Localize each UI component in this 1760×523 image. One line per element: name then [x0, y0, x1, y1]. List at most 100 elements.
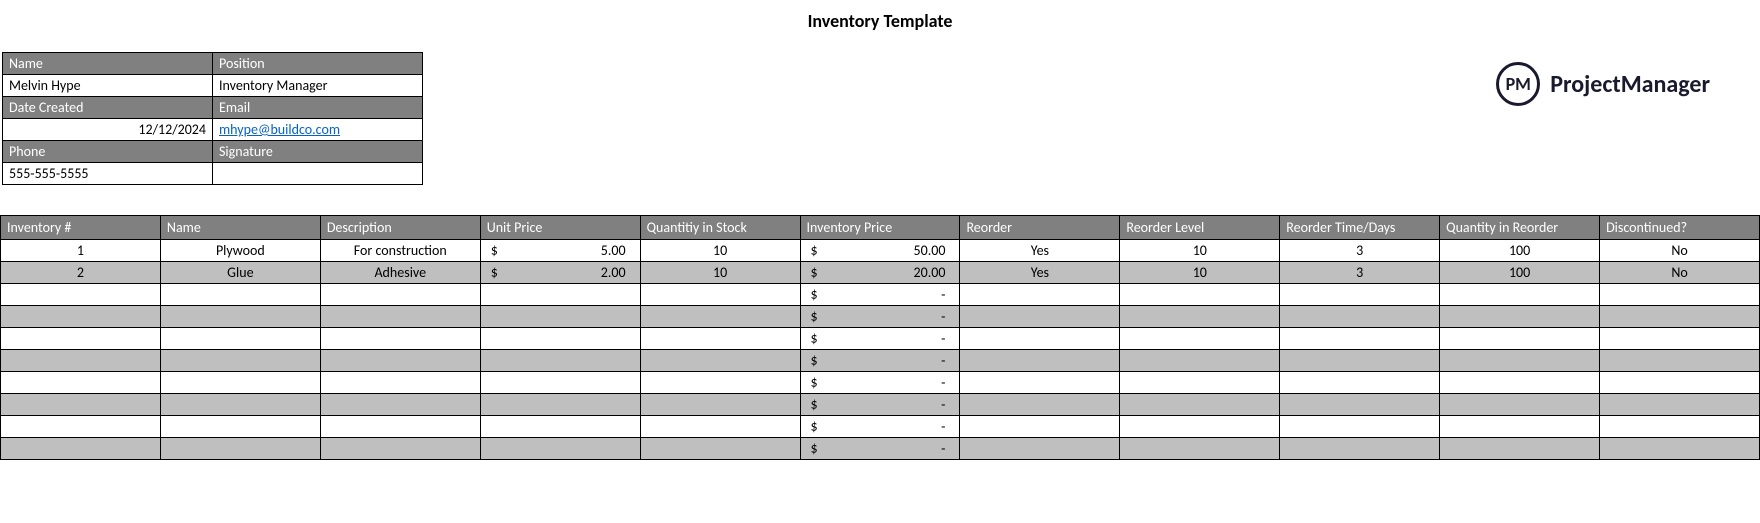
table-row[interactable]: $- — [1, 350, 1760, 372]
cell-inventory-num[interactable] — [1, 328, 161, 350]
cell-reorder-level[interactable] — [1120, 438, 1280, 460]
cell-reorder-level[interactable]: 10 — [1120, 240, 1280, 262]
cell-inventory-price[interactable]: $- — [800, 328, 960, 350]
cell-reorder-level[interactable] — [1120, 306, 1280, 328]
cell-qty-stock[interactable] — [640, 372, 800, 394]
cell-qty-stock[interactable] — [640, 328, 800, 350]
cell-unit-price[interactable] — [480, 416, 640, 438]
table-row[interactable]: $- — [1, 328, 1760, 350]
cell-description[interactable] — [320, 350, 480, 372]
cell-discontinued[interactable] — [1600, 372, 1760, 394]
cell-inventory-price[interactable]: $- — [800, 372, 960, 394]
cell-description[interactable] — [320, 284, 480, 306]
cell-inventory-price[interactable]: $20.00 — [800, 262, 960, 284]
cell-reorder-level[interactable] — [1120, 284, 1280, 306]
cell-inventory-num[interactable] — [1, 350, 161, 372]
cell-reorder-level[interactable] — [1120, 350, 1280, 372]
cell-qty-stock[interactable] — [640, 350, 800, 372]
cell-unit-price[interactable] — [480, 306, 640, 328]
cell-name[interactable] — [160, 328, 320, 350]
cell-name[interactable]: Plywood — [160, 240, 320, 262]
cell-qty-stock[interactable] — [640, 394, 800, 416]
cell-reorder[interactable] — [960, 394, 1120, 416]
cell-name[interactable]: Glue — [160, 262, 320, 284]
cell-qty-stock[interactable] — [640, 416, 800, 438]
cell-reorder[interactable] — [960, 372, 1120, 394]
cell-inventory-num[interactable] — [1, 416, 161, 438]
cell-inventory-price[interactable]: $- — [800, 306, 960, 328]
cell-inventory-num[interactable]: 1 — [1, 240, 161, 262]
cell-reorder-time[interactable] — [1280, 284, 1440, 306]
cell-qty-stock[interactable] — [640, 306, 800, 328]
cell-unit-price[interactable] — [480, 328, 640, 350]
cell-qty-stock[interactable]: 10 — [640, 240, 800, 262]
cell-description[interactable] — [320, 306, 480, 328]
table-row[interactable]: $- — [1, 284, 1760, 306]
cell-reorder[interactable] — [960, 328, 1120, 350]
cell-reorder[interactable] — [960, 350, 1120, 372]
cell-description[interactable] — [320, 438, 480, 460]
info-phone-value[interactable]: 555-555-5555 — [3, 163, 213, 185]
cell-reorder-time[interactable] — [1280, 372, 1440, 394]
table-row[interactable]: $- — [1, 306, 1760, 328]
table-row[interactable]: 1PlywoodFor construction$5.0010$50.00Yes… — [1, 240, 1760, 262]
cell-reorder[interactable] — [960, 284, 1120, 306]
cell-reorder-level[interactable] — [1120, 328, 1280, 350]
cell-inventory-num[interactable] — [1, 372, 161, 394]
table-row[interactable]: $- — [1, 394, 1760, 416]
cell-unit-price[interactable] — [480, 438, 640, 460]
email-link[interactable]: mhype@buildco.com — [219, 121, 340, 138]
table-row[interactable]: $- — [1, 416, 1760, 438]
cell-name[interactable] — [160, 350, 320, 372]
cell-reorder[interactable] — [960, 438, 1120, 460]
cell-qty-reorder[interactable] — [1440, 416, 1600, 438]
info-date-value[interactable]: 12/12/2024 — [3, 119, 213, 141]
cell-reorder-time[interactable] — [1280, 306, 1440, 328]
cell-unit-price[interactable] — [480, 284, 640, 306]
cell-reorder-time[interactable] — [1280, 394, 1440, 416]
cell-name[interactable] — [160, 394, 320, 416]
cell-inventory-price[interactable]: $- — [800, 416, 960, 438]
cell-name[interactable] — [160, 416, 320, 438]
cell-qty-reorder[interactable] — [1440, 438, 1600, 460]
cell-discontinued[interactable] — [1600, 306, 1760, 328]
cell-name[interactable] — [160, 306, 320, 328]
info-name-value[interactable]: Melvin Hype — [3, 75, 213, 97]
cell-inventory-num[interactable]: 2 — [1, 262, 161, 284]
cell-unit-price[interactable] — [480, 372, 640, 394]
cell-reorder[interactable]: Yes — [960, 262, 1120, 284]
cell-name[interactable] — [160, 284, 320, 306]
cell-discontinued[interactable] — [1600, 438, 1760, 460]
cell-inventory-num[interactable] — [1, 284, 161, 306]
cell-qty-reorder[interactable]: 100 — [1440, 240, 1600, 262]
cell-qty-reorder[interactable] — [1440, 306, 1600, 328]
cell-description[interactable] — [320, 416, 480, 438]
cell-discontinued[interactable] — [1600, 328, 1760, 350]
cell-reorder-time[interactable] — [1280, 416, 1440, 438]
cell-qty-stock[interactable] — [640, 438, 800, 460]
cell-qty-reorder[interactable] — [1440, 328, 1600, 350]
cell-reorder-level[interactable]: 10 — [1120, 262, 1280, 284]
cell-reorder[interactable] — [960, 306, 1120, 328]
table-row[interactable]: $- — [1, 438, 1760, 460]
cell-qty-stock[interactable] — [640, 284, 800, 306]
cell-qty-reorder[interactable] — [1440, 350, 1600, 372]
cell-qty-reorder[interactable] — [1440, 284, 1600, 306]
cell-reorder-time[interactable] — [1280, 328, 1440, 350]
cell-unit-price[interactable]: $2.00 — [480, 262, 640, 284]
cell-reorder-level[interactable] — [1120, 372, 1280, 394]
cell-reorder-time[interactable] — [1280, 350, 1440, 372]
cell-qty-stock[interactable]: 10 — [640, 262, 800, 284]
table-row[interactable]: $- — [1, 372, 1760, 394]
cell-inventory-num[interactable] — [1, 306, 161, 328]
cell-unit-price[interactable] — [480, 350, 640, 372]
cell-description[interactable]: For construction — [320, 240, 480, 262]
cell-qty-reorder[interactable]: 100 — [1440, 262, 1600, 284]
cell-reorder-time[interactable]: 3 — [1280, 240, 1440, 262]
cell-qty-reorder[interactable] — [1440, 394, 1600, 416]
cell-inventory-price[interactable]: $- — [800, 438, 960, 460]
cell-reorder[interactable]: Yes — [960, 240, 1120, 262]
cell-description[interactable] — [320, 394, 480, 416]
cell-inventory-num[interactable] — [1, 394, 161, 416]
cell-description[interactable] — [320, 372, 480, 394]
